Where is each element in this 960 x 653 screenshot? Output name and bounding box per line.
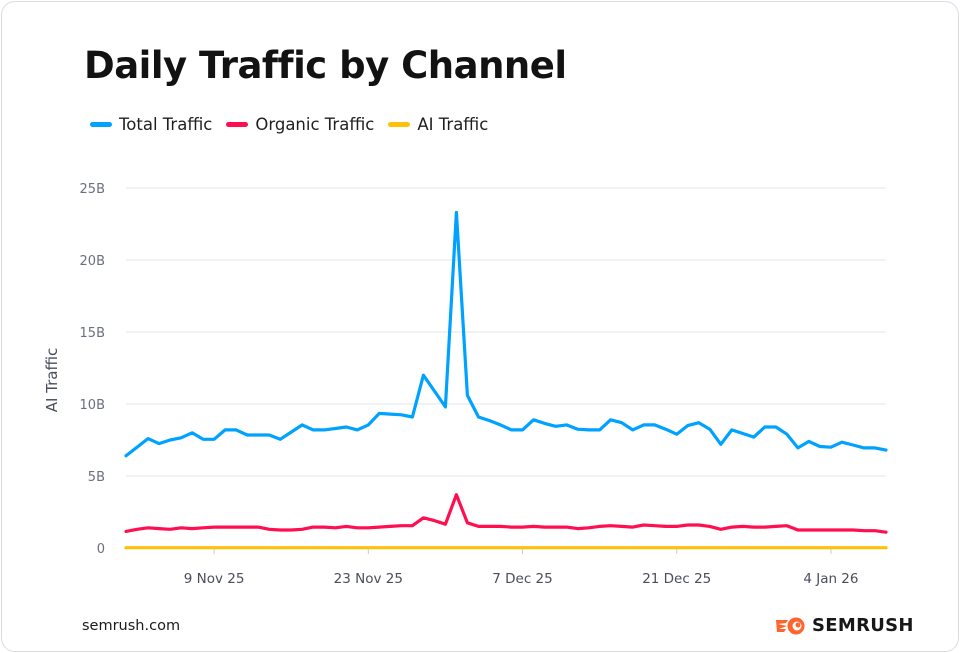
semrush-fireball-icon (776, 617, 805, 634)
semrush-logo: SEMRUSH (776, 615, 914, 636)
footer-url[interactable]: semrush.com (82, 618, 181, 634)
legend: Total Traffic Organic Traffic AI Traffic (90, 115, 488, 134)
series-line-total-traffic (124, 210, 888, 458)
series-line-organic-traffic (124, 493, 888, 534)
x-tick-label: 4 Jan 26 (803, 571, 858, 587)
x-tick-label: 9 Nov 25 (184, 571, 245, 587)
y-tick-label: 15B (80, 326, 105, 341)
x-tick-label: 21 Dec 25 (642, 571, 711, 587)
y-tick-label: 25B (80, 182, 105, 197)
y-axis-label: AI Traffic (43, 348, 61, 413)
legend-label-ai: AI Traffic (417, 115, 489, 134)
chart-title: Daily Traffic by Channel (84, 44, 567, 87)
legend-swatch-ai (388, 122, 411, 127)
legend-swatch-total (90, 122, 112, 127)
legend-label-organic: Organic Traffic (255, 115, 375, 134)
x-tick-label: 7 Dec 25 (492, 571, 552, 587)
x-tick-label: 23 Nov 25 (334, 571, 403, 587)
y-tick-label: 20B (80, 254, 105, 269)
legend-item-ai[interactable]: AI Traffic (388, 115, 488, 134)
y-tick-label: 10B (80, 398, 105, 413)
y-tick-label: 5B (88, 470, 105, 485)
y-tick-label: 0 (97, 542, 105, 557)
legend-item-total[interactable]: Total Traffic (90, 115, 212, 134)
legend-item-organic[interactable]: Organic Traffic (226, 115, 374, 134)
legend-swatch-organic (226, 122, 249, 127)
legend-label-total: Total Traffic (119, 115, 213, 134)
logo-text: SEMRUSH (812, 615, 914, 636)
